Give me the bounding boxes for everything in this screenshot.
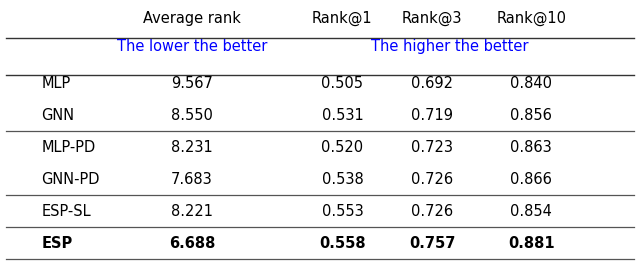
Text: 0.692: 0.692 bbox=[411, 76, 453, 91]
Text: 8.231: 8.231 bbox=[171, 140, 213, 155]
Text: ESP: ESP bbox=[42, 236, 73, 251]
Text: 0.723: 0.723 bbox=[411, 140, 453, 155]
Text: 7.683: 7.683 bbox=[171, 172, 213, 187]
Text: 8.221: 8.221 bbox=[171, 204, 213, 219]
Text: 0.719: 0.719 bbox=[411, 108, 453, 123]
Text: 0.505: 0.505 bbox=[321, 76, 364, 91]
Text: MLP: MLP bbox=[42, 76, 71, 91]
Text: 0.856: 0.856 bbox=[510, 108, 552, 123]
Text: GNN-PD: GNN-PD bbox=[42, 172, 100, 187]
Text: Rank@10: Rank@10 bbox=[496, 11, 566, 26]
Text: 0.866: 0.866 bbox=[510, 172, 552, 187]
Text: GNN: GNN bbox=[42, 108, 75, 123]
Text: 0.881: 0.881 bbox=[508, 236, 554, 251]
Text: 0.757: 0.757 bbox=[409, 236, 455, 251]
Text: 0.863: 0.863 bbox=[510, 140, 552, 155]
Text: 0.520: 0.520 bbox=[321, 140, 364, 155]
Text: Rank@3: Rank@3 bbox=[402, 11, 462, 26]
Text: 8.550: 8.550 bbox=[171, 108, 213, 123]
Text: ESP-SL: ESP-SL bbox=[42, 204, 92, 219]
Text: 0.854: 0.854 bbox=[510, 204, 552, 219]
Text: Average rank: Average rank bbox=[143, 11, 241, 26]
Text: MLP-PD: MLP-PD bbox=[42, 140, 96, 155]
Text: 0.726: 0.726 bbox=[411, 172, 453, 187]
Text: 0.558: 0.558 bbox=[319, 236, 365, 251]
Text: 0.553: 0.553 bbox=[321, 204, 364, 219]
Text: The lower the better: The lower the better bbox=[117, 39, 267, 54]
Text: 0.538: 0.538 bbox=[321, 172, 364, 187]
Text: 0.726: 0.726 bbox=[411, 204, 453, 219]
Text: 6.688: 6.688 bbox=[169, 236, 215, 251]
Text: 9.567: 9.567 bbox=[171, 76, 213, 91]
Text: The higher the better: The higher the better bbox=[371, 39, 529, 54]
Text: Rank@1: Rank@1 bbox=[312, 11, 372, 26]
Text: 0.840: 0.840 bbox=[510, 76, 552, 91]
Text: 0.531: 0.531 bbox=[321, 108, 364, 123]
